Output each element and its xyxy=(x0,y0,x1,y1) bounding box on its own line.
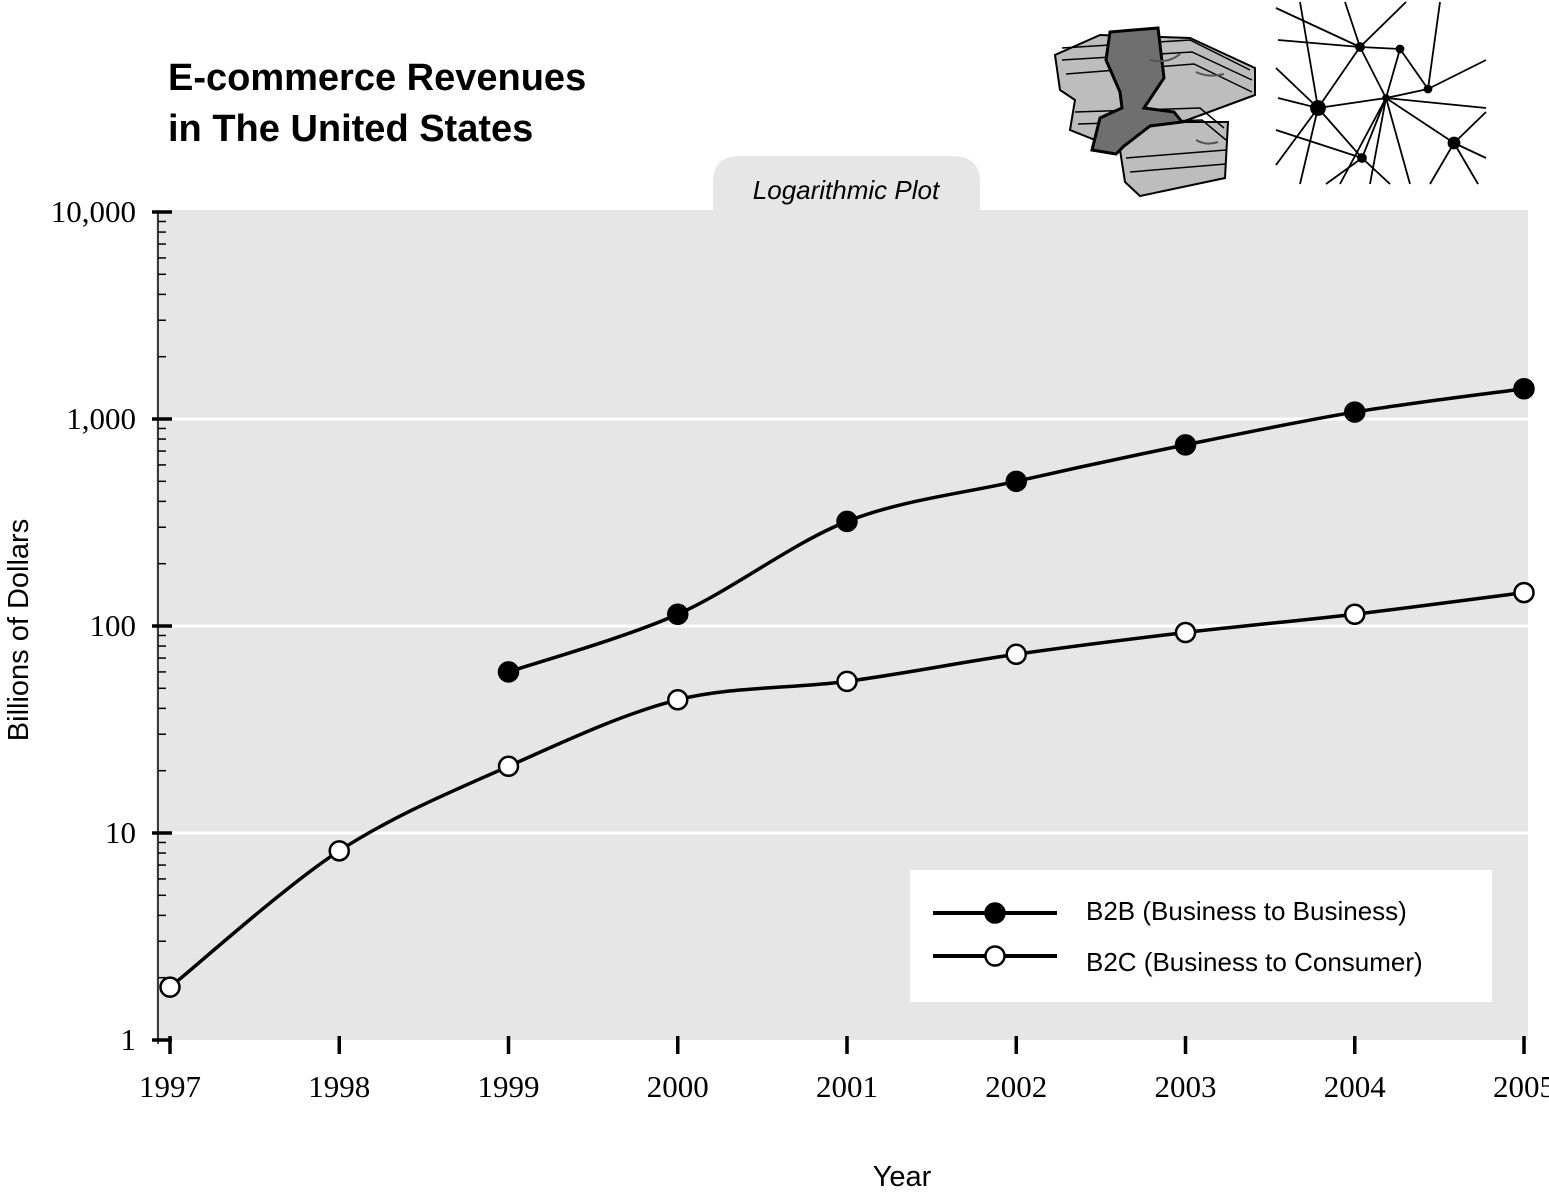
series-0-point-3 xyxy=(1005,470,1027,493)
x-tick-label-5: 2002 xyxy=(985,1069,1047,1104)
x-tick-label-1: 1998 xyxy=(308,1069,370,1104)
series-0-point-1 xyxy=(667,603,689,625)
legend-label-b2c: B2C (Business to Consumer) xyxy=(1086,947,1423,977)
legend-box xyxy=(910,870,1492,1002)
legend-marker-b2b xyxy=(984,902,1006,924)
y-tick-label-0: 1 xyxy=(121,1022,137,1057)
series-1-point-5 xyxy=(1005,643,1027,666)
series-1-point-2 xyxy=(497,755,520,778)
y-axis-label: Billions of Dollars xyxy=(3,519,35,741)
series-0-point-0 xyxy=(497,661,520,683)
x-tick-label-2: 1999 xyxy=(478,1069,540,1104)
legend: B2B (Business to Business) B2C (Business… xyxy=(910,870,1492,1002)
money-stack-icon xyxy=(1053,26,1256,198)
x-tick-label-3: 2000 xyxy=(647,1069,709,1104)
series-1-point-1 xyxy=(328,840,350,862)
legend-label-b2b: B2B (Business to Business) xyxy=(1086,896,1407,926)
x-tick-label-6: 2003 xyxy=(1155,1069,1217,1104)
x-tick-label-0: 1997 xyxy=(139,1069,201,1104)
x-tick-label-8: 2005 xyxy=(1493,1069,1549,1104)
subtitle-tab-label: Logarithmic Plot xyxy=(753,175,941,205)
series-1-point-8 xyxy=(1513,581,1535,604)
y-tick-label-1: 10 xyxy=(105,815,136,850)
legend-marker-b2c xyxy=(984,945,1006,967)
grid-layer xyxy=(158,417,1528,835)
series-0-point-2 xyxy=(836,510,858,533)
axis-layer: 1 10 100 1,000 10,000 1997 1998 1999 2000 2001 200… xyxy=(51,194,1549,1104)
series-1-point-4 xyxy=(836,670,858,693)
series-layer xyxy=(159,378,1535,998)
series-0-point-6 xyxy=(1513,378,1535,400)
x-tick-label-4: 2001 xyxy=(816,1069,878,1104)
x-tick-label-7: 2004 xyxy=(1324,1069,1387,1104)
subtitle-tab xyxy=(713,156,980,212)
chart-title-line1: E-commerce Revenues xyxy=(168,57,586,99)
x-axis-label: Year xyxy=(873,1161,932,1193)
y-tick-label-2: 100 xyxy=(90,608,137,643)
series-1-point-3 xyxy=(667,689,689,711)
y-tick-label-3: 1,000 xyxy=(66,401,136,436)
network-icon xyxy=(1275,1,1487,185)
series-1-point-7 xyxy=(1344,603,1366,625)
y-tick-label-4: 10,000 xyxy=(51,194,136,229)
series-0-point-5 xyxy=(1344,401,1366,423)
chart-title-line2: in The United States xyxy=(168,108,533,150)
series-0-point-4 xyxy=(1174,434,1197,456)
series-1-point-0 xyxy=(159,976,181,998)
series-1-point-6 xyxy=(1174,621,1197,644)
